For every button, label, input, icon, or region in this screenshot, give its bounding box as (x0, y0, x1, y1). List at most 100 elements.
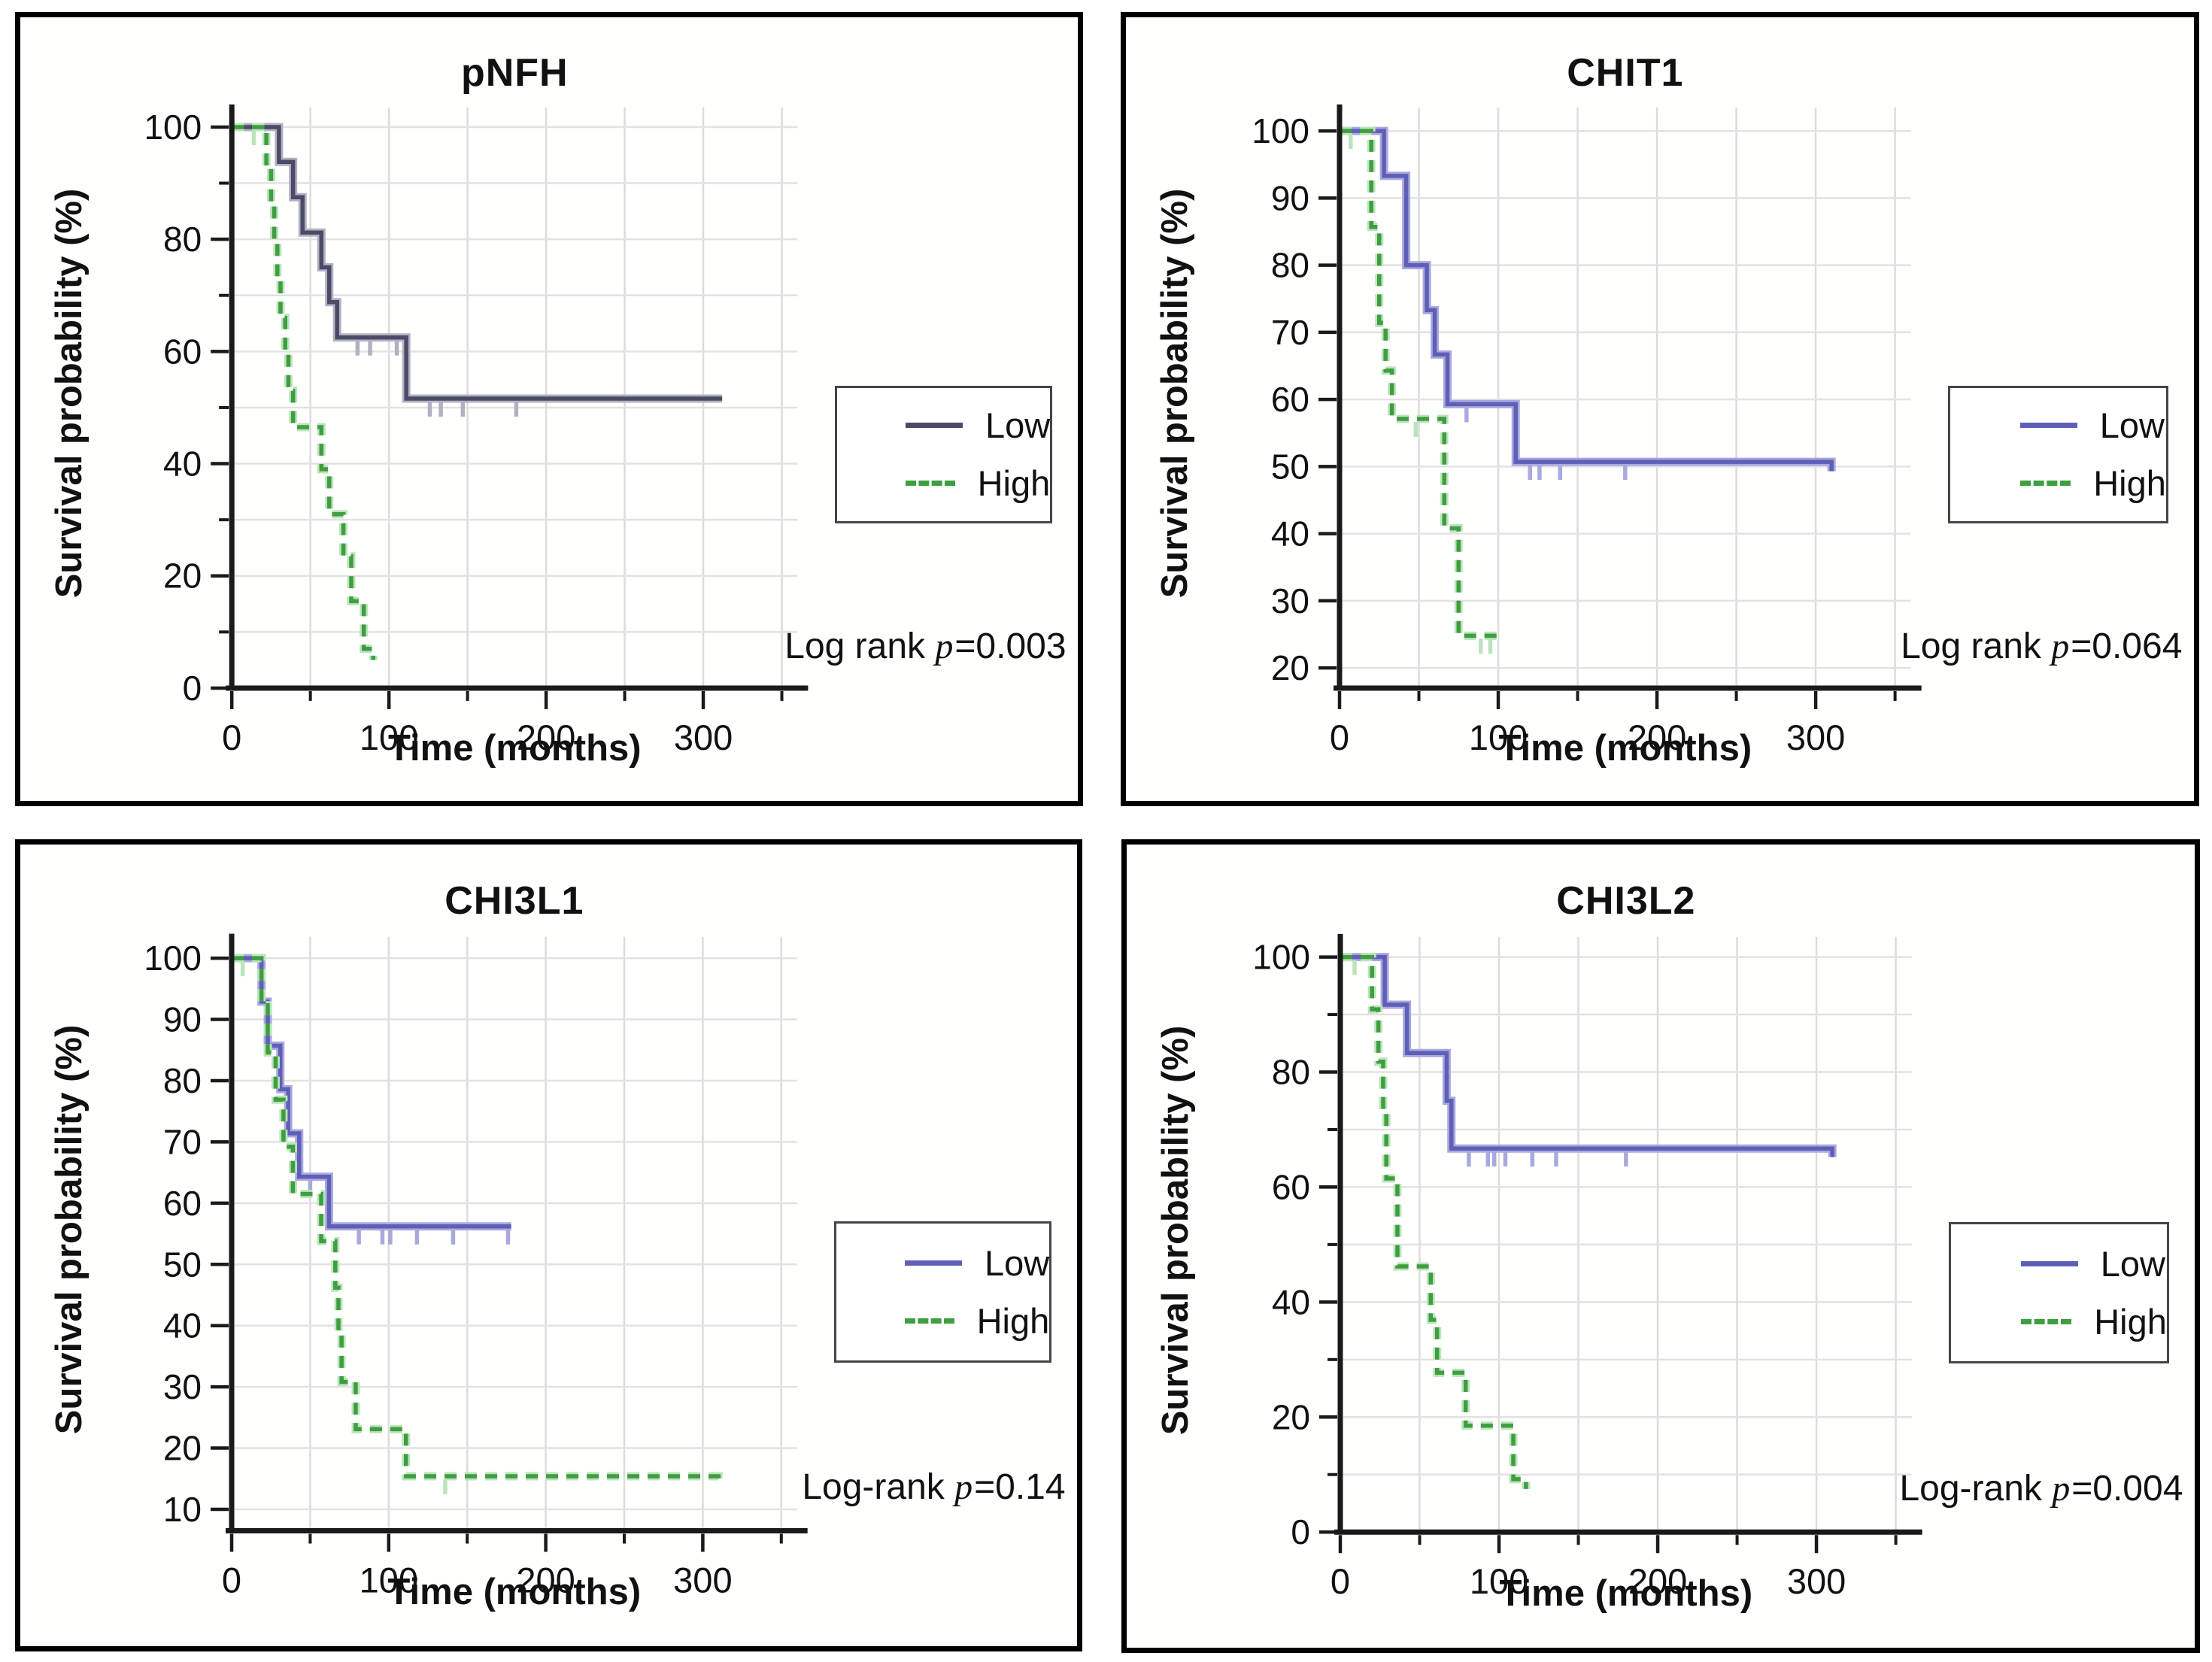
low-line-sample (2020, 1260, 2078, 1266)
x-tick-label: 0 (222, 717, 241, 757)
x-tick-label: 300 (673, 1560, 732, 1600)
y-tick-label: 10 (163, 1490, 202, 1529)
p-symbol: p (2051, 626, 2070, 666)
legend-label-low: Low (2100, 1243, 2165, 1284)
legend-item-low: Low (905, 405, 1050, 446)
legend-item-high: High (2019, 463, 2166, 504)
chart-title: CHI3L1 (445, 878, 584, 923)
legend-item-high: High (2020, 1301, 2167, 1342)
x-tick-label: 300 (1786, 717, 1845, 757)
chart-title: CHIT1 (1567, 50, 1684, 95)
y-tick-label: 40 (1272, 1282, 1310, 1321)
km-plot-svg: 0 20 40 60 80 100 0 100 200 300 (144, 104, 809, 757)
p-value: =0.004 (2071, 1468, 2183, 1509)
high-line-sample (905, 481, 955, 487)
x-axis-label: Time (months) (1498, 728, 1752, 769)
y-tick-label: 80 (163, 1061, 202, 1100)
km-plot-svg: 20 30 40 50 60 70 80 90 100 0 100 200 300 (1252, 104, 1922, 757)
y-tick-label: 20 (163, 1429, 202, 1468)
y-tick-label: 80 (1272, 1053, 1310, 1092)
legend-label-high: High (976, 1300, 1050, 1341)
p-symbol: p (935, 626, 954, 666)
legend-box: Low High (1948, 385, 2168, 524)
y-tick-label: 20 (1272, 1397, 1310, 1436)
y-tick-label: 50 (1271, 447, 1309, 486)
logrank-text: Log rank (1901, 626, 2052, 666)
y-tick-label: 100 (1252, 111, 1309, 150)
legend-item-high: High (905, 1300, 1049, 1342)
km-curve-high (232, 954, 723, 1487)
legend-item-low: Low (2019, 405, 2166, 446)
x-tick-label: 0 (1330, 717, 1349, 757)
panel-pnfh: 0 20 40 60 80 100 0 100 200 300 pNFH Survival pro… (15, 12, 1083, 806)
legend-item-low: Low (2020, 1243, 2167, 1284)
km-curve-high (1340, 129, 1503, 638)
y-tick-label: 60 (1271, 380, 1309, 419)
x-tick-label: 300 (1787, 1561, 1846, 1601)
legend-item-low: Low (905, 1242, 1049, 1284)
legend-label-high: High (2094, 1301, 2167, 1342)
panel-chi3l1: 10 20 30 40 50 60 70 80 90 100 0 100 200 300 CHI3L1 S… (15, 839, 1082, 1651)
high-line-sample (905, 1318, 954, 1324)
y-tick-label: 20 (1271, 648, 1309, 687)
y-tick-label: 80 (163, 220, 202, 259)
high-line-sample (2020, 1318, 2072, 1324)
x-tick-label: 200 (516, 1560, 575, 1600)
y-tick-label: 0 (1291, 1512, 1310, 1551)
km-curve-high (232, 956, 721, 1487)
y-tick-label: 90 (163, 1000, 202, 1039)
y-tick-label: 0 (183, 669, 202, 708)
y-tick-label: 60 (163, 332, 202, 371)
high-line-sample (2019, 481, 2071, 487)
logrank-annotation: Log rank p=0.003 (784, 626, 1066, 667)
km-curve-low (1340, 126, 1836, 472)
y-tick-label: 70 (163, 1122, 202, 1161)
y-tick-label: 40 (163, 444, 202, 484)
chart-title: CHI3L2 (1556, 878, 1696, 923)
legend-box: Low High (834, 385, 1053, 524)
y-axis-label: Survival probability (%) (1155, 1025, 1196, 1435)
y-tick-label: 40 (1271, 514, 1309, 553)
logrank-annotation: Log rank p=0.064 (1901, 626, 2182, 667)
x-tick-label: 100 (1469, 717, 1528, 757)
km-curve-low (1340, 953, 1837, 1157)
y-tick-label: 60 (1272, 1167, 1310, 1206)
y-tick-label: 30 (1271, 581, 1309, 620)
logrank-text: Log-rank (1899, 1468, 2053, 1509)
y-tick-label: 50 (163, 1245, 202, 1284)
logrank-text: Log rank (784, 626, 936, 666)
y-tick-label: 30 (163, 1367, 202, 1406)
km-curve-high (1340, 126, 1503, 640)
y-tick-label: 20 (163, 557, 202, 596)
km-plot-svg: 10 20 30 40 50 60 70 80 90 100 0 100 200 300 (144, 933, 808, 1600)
x-tick-label: 0 (1331, 1561, 1350, 1601)
km-curve-low (1340, 954, 1834, 1157)
panel-chit1: 20 30 40 50 60 70 80 90 100 0 100 200 300 CHIT1 Surv… (1121, 12, 2199, 806)
p-value: =0.003 (954, 626, 1067, 666)
p-value: =0.14 (974, 1467, 1066, 1508)
km-curve-low (1340, 129, 1834, 472)
y-tick-label: 60 (163, 1184, 202, 1223)
p-symbol: p (954, 1467, 973, 1508)
x-tick-label: 200 (517, 717, 575, 757)
x-tick-label: 100 (360, 717, 418, 757)
low-line-sample (905, 1260, 963, 1266)
legend-label-low: Low (2099, 405, 2165, 446)
legend-box: Low High (833, 1221, 1052, 1363)
p-value: =0.064 (2071, 626, 2183, 666)
y-tick-label: 100 (144, 939, 202, 978)
logrank-annotation: Log-rank p=0.004 (1899, 1468, 2183, 1509)
legend-box: Low High (1949, 1221, 2169, 1363)
x-tick-label: 100 (360, 1560, 418, 1600)
km-curve-low (232, 125, 723, 401)
legend-item-high: High (905, 463, 1050, 504)
x-axis-label: Time (months) (387, 728, 642, 769)
x-tick-label: 0 (222, 1560, 241, 1600)
y-axis-label: Survival probability (%) (48, 188, 90, 599)
y-tick-label: 100 (144, 108, 202, 147)
y-axis-label: Survival probability (%) (48, 1024, 90, 1434)
p-symbol: p (2052, 1468, 2071, 1509)
x-tick-label: 100 (1470, 1561, 1528, 1601)
panel-chi3l2: 0 20 40 60 80 100 0 100 200 300 CHI3L2 Survival p… (1121, 839, 2200, 1653)
